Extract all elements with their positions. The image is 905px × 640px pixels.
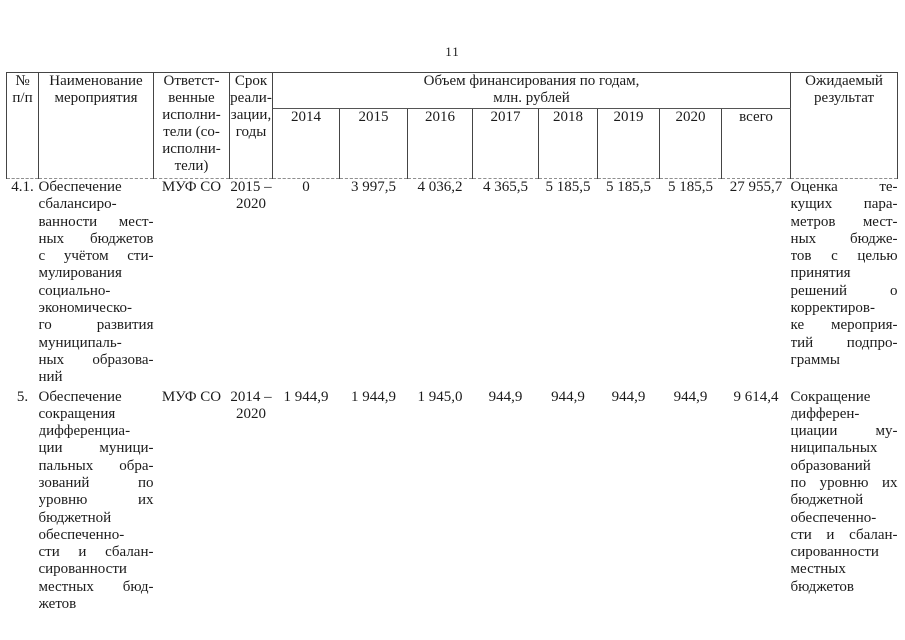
term-cell: 2015 – 2020 — [230, 179, 272, 213]
value-total-cell: 27 955,7 — [729, 179, 783, 195]
header-expected-result: Ожидаемый результат — [790, 72, 899, 179]
value-2016-cell: 4 036,2 — [417, 179, 463, 195]
financing-table: № п/п Наименование мероприятия Ответст- … — [6, 72, 899, 614]
responsible-cell: МУФ СО — [161, 179, 222, 195]
term-cell: 2014 – 2020 — [230, 388, 272, 422]
value-2017-cell: 944,9 — [488, 388, 523, 405]
value-2015-cell: 1 944,9 — [351, 388, 396, 405]
value-2020-cell: 5 185,5 — [668, 179, 713, 195]
value-2017-cell: 4 365,5 — [483, 179, 528, 195]
activity-name-cell: Обеспечение сокращения дифференциа- ции … — [38, 388, 154, 613]
value-2019-cell: 5 185,5 — [606, 179, 651, 195]
header-responsible: Ответст- венные исполни- тели (со- испол… — [153, 72, 230, 179]
expected-result-cell: Оценка те- кущих пара- метров мест- ных … — [790, 179, 898, 368]
table-row: 4.1. Обеспечение сбалансиро- ванности ме… — [7, 179, 898, 389]
responsible-cell: МУФ СО — [161, 388, 222, 405]
header-num: № п/п — [6, 72, 39, 179]
header-row-years: 2014 2015 2016 2017 2018 2019 2020 всего — [7, 108, 898, 179]
header-year-2014: 2014 — [272, 108, 340, 179]
table-header: № п/п Наименование мероприятия Ответст- … — [6, 72, 899, 179]
value-2020-cell: 944,9 — [673, 388, 708, 405]
header-activity-name: Наименование мероприятия — [38, 72, 154, 179]
header-year-2020: 2020 — [659, 108, 722, 179]
header-year-2017: 2017 — [472, 108, 539, 179]
header-term: Срок реали- зации, годы — [229, 72, 273, 179]
value-2018-cell: 944,9 — [551, 388, 585, 405]
row-number-cell: 4.1. — [11, 179, 34, 195]
value-2018-cell: 5 185,5 — [545, 179, 591, 195]
table-row: 5. Обеспечение сокращения дифференциа- ц… — [7, 389, 898, 614]
value-2015-cell: 3 997,5 — [351, 179, 396, 195]
header-year-2018: 2018 — [538, 108, 598, 179]
value-2019-cell: 944,9 — [611, 388, 646, 405]
header-year-total: всего — [720, 108, 792, 179]
header-funding: Объем финансирования по годам, млн. рубл… — [271, 72, 792, 109]
expected-result-cell: Сокращение дифферен- циации му- ниципаль… — [790, 388, 898, 595]
row-number-cell: 5. — [16, 388, 29, 405]
value-2014-cell: 0 — [302, 179, 310, 195]
header-year-2016: 2016 — [407, 108, 473, 179]
page-number: 11 — [445, 44, 460, 59]
value-2014-cell: 1 944,9 — [283, 388, 329, 405]
value-2016-cell: 1 945,0 — [417, 388, 463, 405]
activity-name-cell: Обеспечение сбалансиро- ванности мест- н… — [38, 179, 154, 386]
header-year-2015: 2015 — [339, 108, 408, 179]
header-year-2019: 2019 — [597, 108, 660, 179]
value-total-cell: 9 614,4 — [733, 388, 779, 405]
header-row-top: № п/п Наименование мероприятия Ответст- … — [6, 72, 899, 179]
